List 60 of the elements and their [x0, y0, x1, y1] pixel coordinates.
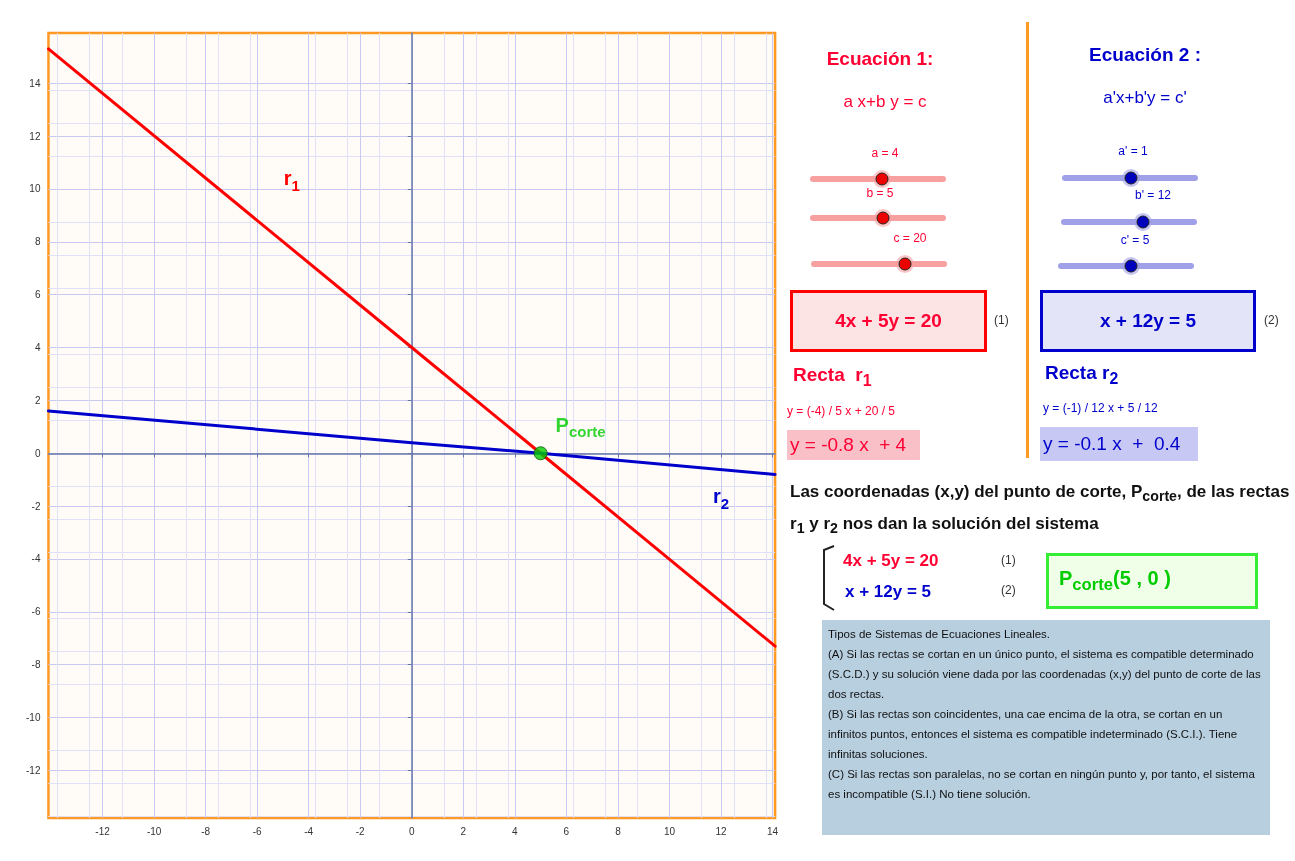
y-tick-label: -12: [26, 764, 41, 776]
text: y = -0.1 x + 0.4: [1043, 433, 1181, 454]
y-tick-label: 4: [34, 342, 41, 354]
text: (2): [1001, 583, 1016, 597]
y-tick-label: 10: [29, 183, 41, 195]
y-tick-label: 8: [34, 236, 41, 248]
text: c' = 5: [1120, 233, 1150, 247]
text: b = 5: [866, 186, 894, 200]
text: (B) Si las rectas son coincidentes, una cae encima de la otra, se cortan en un infinitos puntos, entonces el sistema es compatible indeterminado (S.C.I.). Tiene infinitas soluciones.: [828, 707, 1239, 762]
y-tick-label: -8: [31, 659, 41, 671]
text: (1): [1001, 553, 1016, 567]
y-tick-label: -6: [31, 606, 41, 618]
x-tick-label: 6: [563, 825, 570, 837]
x-tick-label: -2: [355, 825, 366, 837]
y-tick-label: 12: [29, 130, 41, 142]
text: x + 12y = 5: [1099, 310, 1197, 332]
text: 4x + 5y = 20: [843, 551, 939, 570]
text: a = 4: [871, 146, 899, 160]
y-tick-label: 14: [29, 77, 41, 89]
x-tick-label: -8: [201, 825, 211, 837]
line-series: [46, 409, 777, 476]
text: y = -0.8 x + 4: [790, 434, 907, 455]
y-tick-label: -2: [31, 500, 41, 512]
y-tick-label: -4: [31, 553, 41, 565]
x-tick-label: -12: [95, 825, 111, 837]
text: (C) Si las rectas son paralelas, no se cortan en ningún punto y, por tanto, el sistema es incompatible (S.I.) No tiene solución.: [828, 767, 1256, 802]
x-tick-label: -6: [252, 825, 263, 837]
text: a' = 1: [1118, 144, 1148, 158]
line-series: [46, 47, 777, 648]
text: (1): [994, 313, 1009, 327]
x-tick-label: 14: [766, 825, 779, 837]
text: Ecuación 1:: [826, 48, 934, 69]
y-tick-label: 0: [34, 447, 41, 459]
x-tick-label: 12: [715, 825, 727, 837]
y-tick-label: 6: [34, 289, 41, 301]
x-tick-label: 10: [663, 825, 676, 837]
text: Recta r$_{2}$: [1045, 362, 1119, 387]
text: b' = 12: [1135, 188, 1171, 202]
x-tick-label: 8: [615, 825, 622, 837]
text: x + 12y = 5: [845, 582, 932, 601]
text: a x+b y = c: [843, 92, 927, 111]
text: Las coordenadas (x,y) del punto de corte, P$_{corte}$, de las rectas r$_{1}$ y r$_{2}$ nos dan la solución del sistema: [790, 482, 1290, 537]
x-tick-label: 4: [512, 825, 519, 837]
text: c = 20: [893, 231, 927, 245]
x-tick-label: 0: [408, 825, 415, 837]
x-tick-label: 2: [460, 825, 467, 837]
text: a'x+b'y = c': [1103, 88, 1187, 107]
text: (2): [1264, 313, 1279, 327]
text: 4x + 5y = 20: [835, 310, 942, 332]
text: P$_{corte}$(5 , 0 ): [1059, 567, 1171, 595]
text: (A) Si las rectas se cortan en un único punto, el sistema es compatible determinado (S.C.D.) y su solución viene dada por las coordenadas (x,y) del punto de corte de las dos rectas.: [828, 647, 1262, 702]
x-tick-label: -4: [304, 825, 314, 837]
y-tick-label: 2: [34, 394, 41, 406]
x-tick-label: -10: [146, 825, 162, 837]
text: y = (-1) / 12 x + 5 / 12: [1043, 401, 1158, 415]
text: Ecuación 2 :: [1089, 44, 1201, 65]
text: Tipos de Sistemas de Ecuaciones Lineales.: [828, 627, 1052, 642]
text: y = (-4) / 5 x + 20 / 5: [787, 404, 896, 418]
y-tick-label: -10: [26, 712, 41, 724]
text: Recta r$_{1}$: [793, 364, 872, 389]
